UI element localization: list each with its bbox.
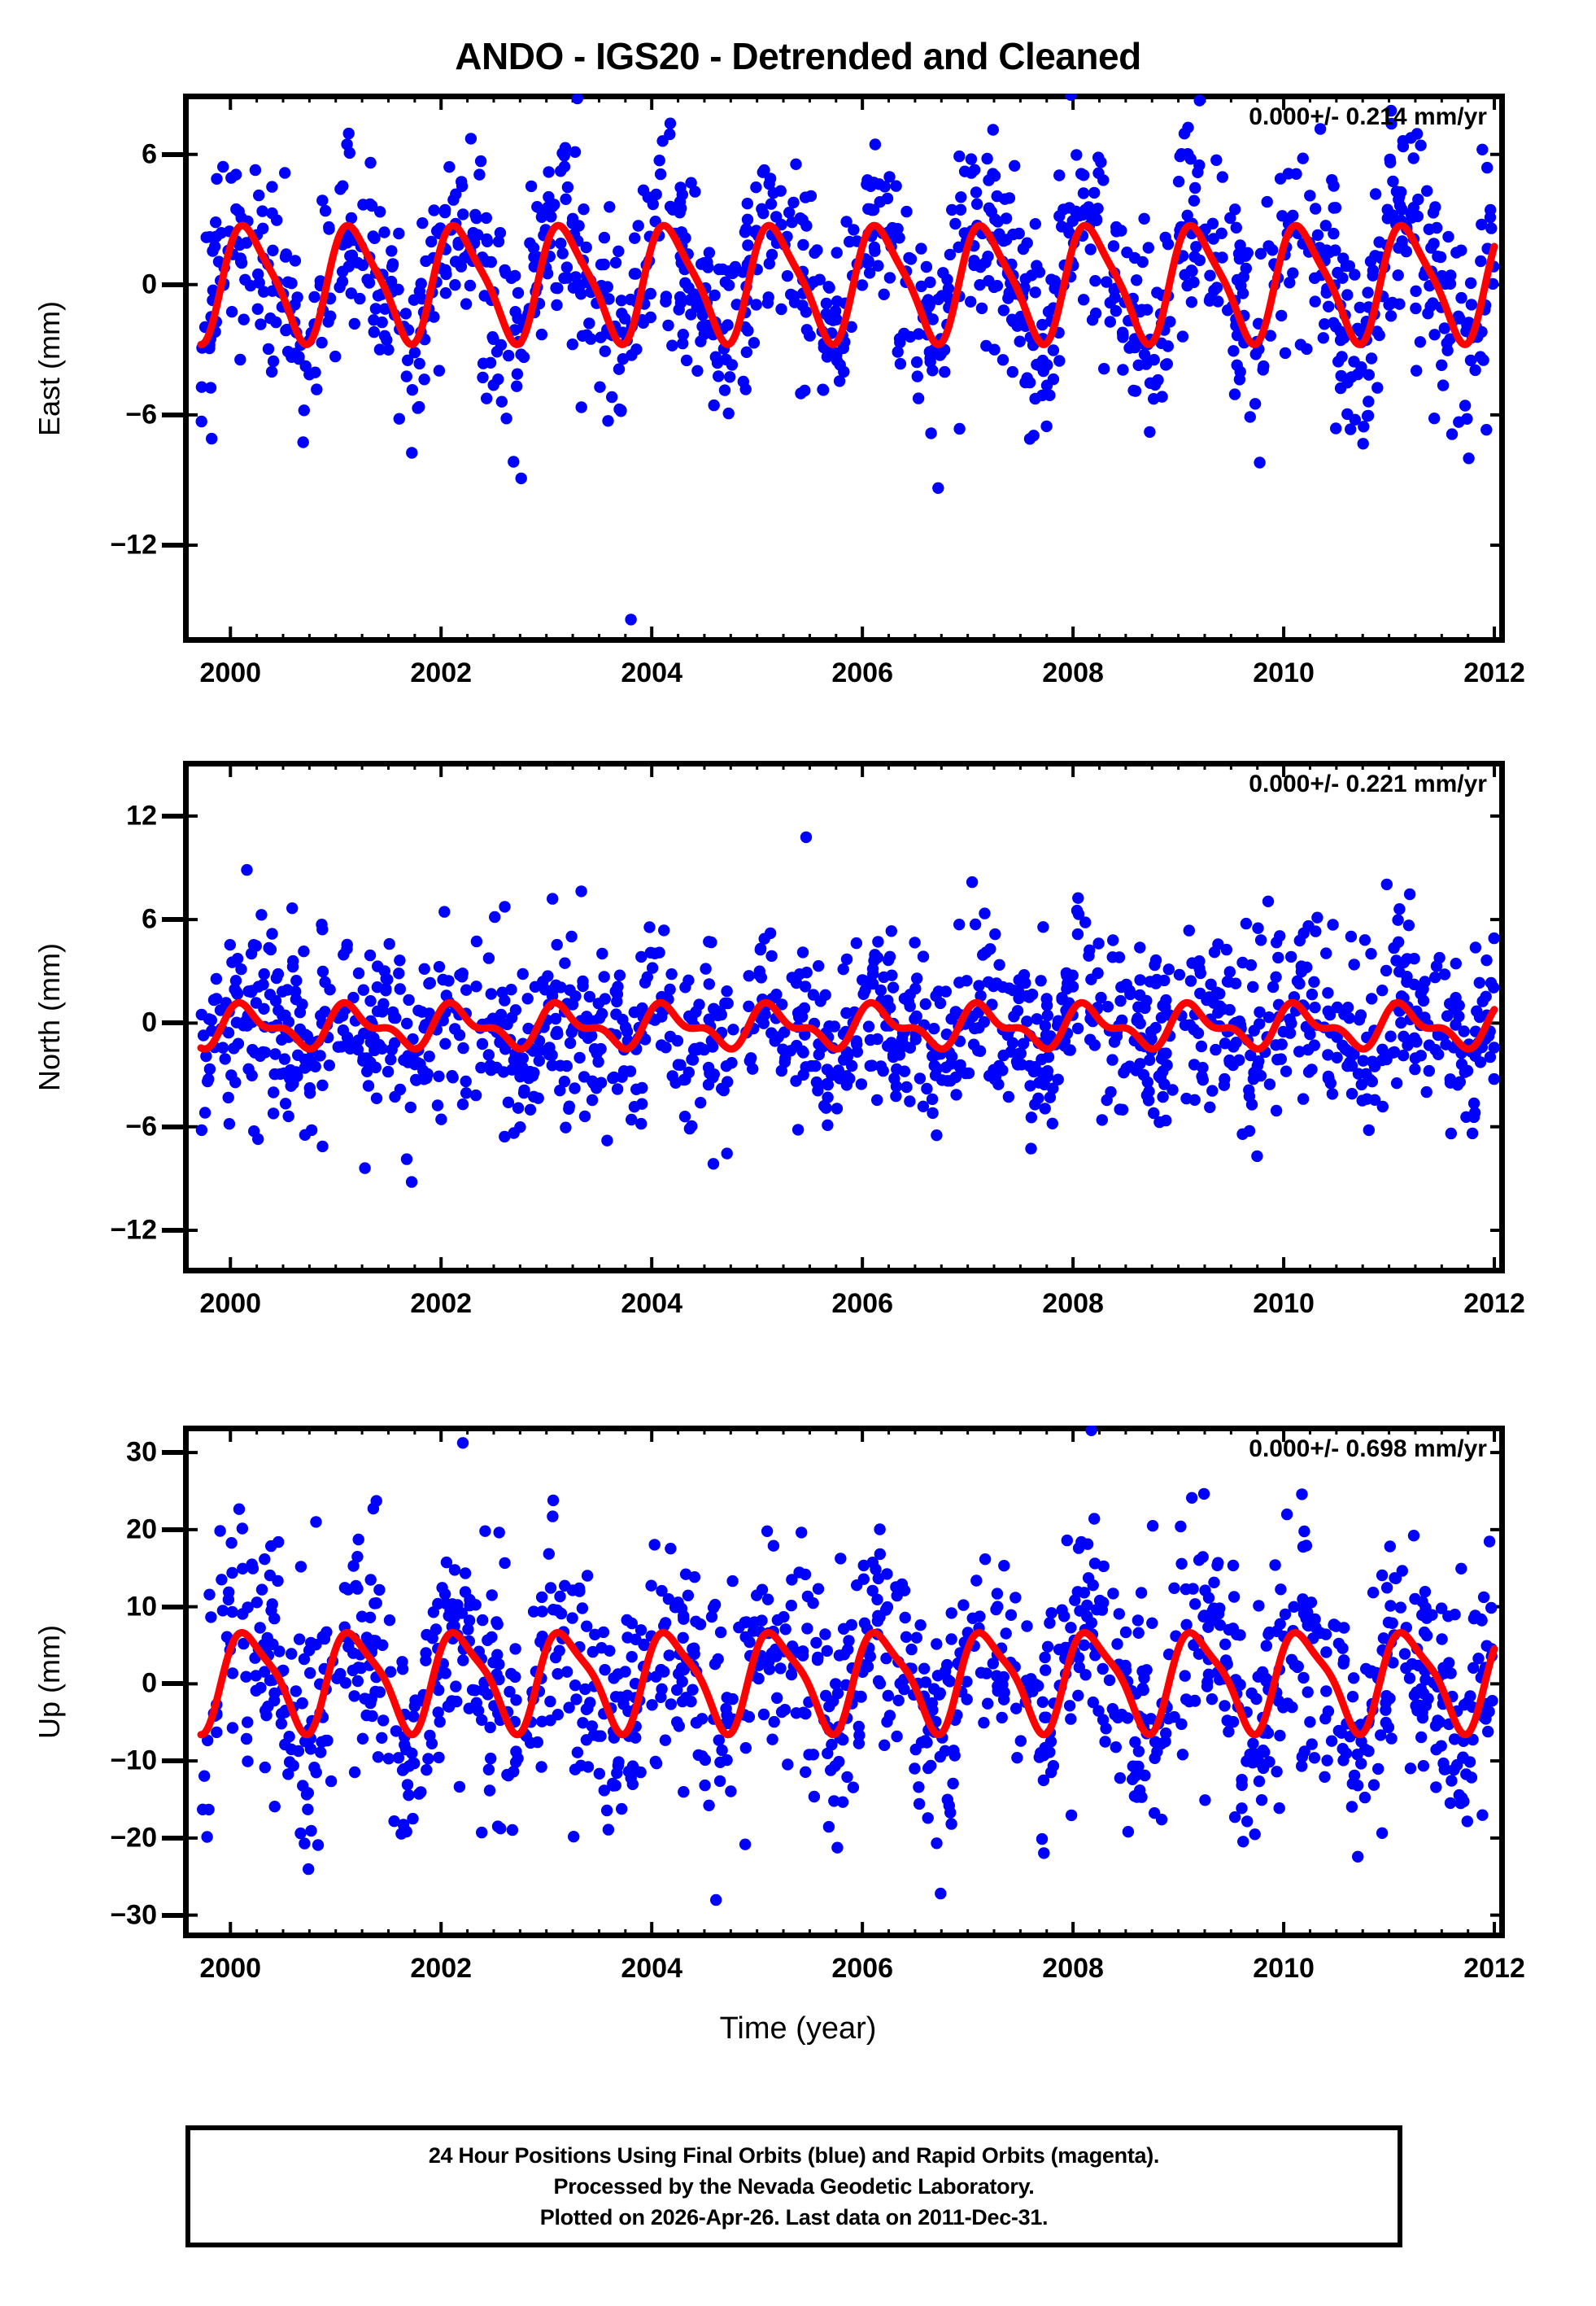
panel-east-axis-title: East (mm) <box>33 300 66 436</box>
panel-east-ytick-mark-3 <box>162 542 183 548</box>
panel-north-xtick-4: 2008 <box>1042 1288 1104 1319</box>
panel-north-xtick-5: 2010 <box>1253 1288 1315 1319</box>
panel-up-ytick-mark-0 <box>162 1450 183 1456</box>
panel-east-ytick-1: 0 <box>142 269 157 300</box>
panel-up-rate-label: 0.000+/- 0.698 mm/yr <box>1249 1435 1487 1462</box>
panel-east-ytick-2: −6 <box>125 399 157 430</box>
panel-north-ytick-4: −12 <box>110 1214 157 1246</box>
panel-up-ytick-3: 0 <box>142 1667 157 1699</box>
panel-north-ytick-mark-3 <box>162 1124 183 1129</box>
panel-east-xtick-3: 2006 <box>831 657 893 688</box>
footer-line-3: Plotted on 2026-Apr-26. Last data on 201… <box>539 2205 1049 2230</box>
panel-north-plot <box>183 761 1505 1273</box>
panel-up-xtick-0: 2000 <box>199 1953 262 1984</box>
panel-up-ytick-mark-6 <box>162 1912 183 1918</box>
panel-east-xtick-2: 2004 <box>621 657 683 688</box>
panel-up-ytick-mark-2 <box>162 1604 183 1609</box>
panel-up-ytick-1: 20 <box>126 1513 157 1545</box>
panel-up-ytick-mark-5 <box>162 1835 183 1841</box>
panel-north-xtick-2: 2004 <box>621 1288 683 1319</box>
panel-north-ytick-mark-1 <box>162 917 183 923</box>
panel-north-ytick-2: 0 <box>142 1007 157 1038</box>
panel-east-ytick-mark-1 <box>162 282 183 287</box>
panel-up-xtick-6: 2012 <box>1463 1953 1525 1984</box>
panel-up-ytick-mark-4 <box>162 1758 183 1764</box>
panel-east-ytick-0: 6 <box>142 138 157 170</box>
panel-east-xtick-1: 2002 <box>410 657 473 688</box>
page-title: ANDO - IGS20 - Detrended and Cleaned <box>455 35 1141 77</box>
panel-up-xtick-5: 2010 <box>1253 1953 1315 1984</box>
panel-east-rate-label: 0.000+/- 0.214 mm/yr <box>1249 103 1487 130</box>
panel-up-ytick-mark-3 <box>162 1681 183 1687</box>
panel-east-plot <box>183 94 1505 643</box>
panel-north-xtick-1: 2002 <box>410 1288 473 1319</box>
panel-up-xtick-1: 2002 <box>410 1953 473 1984</box>
panel-up-axis-title: Up (mm) <box>33 1625 66 1739</box>
panel-north-ytick-mark-0 <box>162 813 183 819</box>
panel-up-ytick-2: 10 <box>126 1591 157 1622</box>
footer-line-1: 24 Hour Positions Using Final Orbits (bl… <box>428 2142 1160 2168</box>
panel-up-xtick-3: 2006 <box>831 1953 893 1984</box>
panel-up-ytick-6: −30 <box>110 1899 157 1931</box>
panel-north-xtick-6: 2012 <box>1463 1288 1525 1319</box>
panel-north-xtick-3: 2006 <box>831 1288 893 1319</box>
panel-east-xtick-6: 2012 <box>1463 657 1525 688</box>
panel-north-ytick-mark-2 <box>162 1020 183 1026</box>
panel-up-ytick-mark-1 <box>162 1526 183 1532</box>
panel-north: 0.000+/- 0.221 mm/yr <box>183 761 1505 1273</box>
panel-east-ytick-mark-2 <box>162 412 183 417</box>
panel-north-ytick-3: −6 <box>125 1111 157 1142</box>
panel-up-ytick-0: 30 <box>126 1436 157 1468</box>
panel-north-axis-title: North (mm) <box>33 943 66 1091</box>
panel-north-ytick-1: 6 <box>142 903 157 935</box>
panel-up-xtick-4: 2008 <box>1042 1953 1104 1984</box>
panel-up-ytick-5: −20 <box>110 1822 157 1854</box>
panel-north-xtick-0: 2000 <box>199 1288 262 1319</box>
footer-line-2: Processed by the Nevada Geodetic Laborat… <box>553 2173 1035 2199</box>
panel-east: 0.000+/- 0.214 mm/yr <box>183 94 1505 643</box>
footer-caption-box: 24 Hour Positions Using Final Orbits (bl… <box>185 2125 1402 2247</box>
panel-up-plot <box>183 1426 1505 1938</box>
panel-east-xtick-4: 2008 <box>1042 657 1104 688</box>
panel-east-ytick-mark-0 <box>162 151 183 157</box>
panel-north-ytick-mark-4 <box>162 1227 183 1233</box>
panel-up: 0.000+/- 0.698 mm/yr <box>183 1426 1505 1938</box>
panel-east-xtick-0: 2000 <box>199 657 262 688</box>
panel-north-rate-label: 0.000+/- 0.221 mm/yr <box>1249 771 1487 797</box>
panel-up-ytick-4: −10 <box>110 1745 157 1776</box>
x-axis-title: Time (year) <box>719 2011 877 2046</box>
panel-north-ytick-0: 12 <box>126 800 157 832</box>
panel-east-ytick-3: −12 <box>110 529 157 561</box>
panel-up-xtick-2: 2004 <box>621 1953 683 1984</box>
panel-east-xtick-5: 2010 <box>1253 657 1315 688</box>
